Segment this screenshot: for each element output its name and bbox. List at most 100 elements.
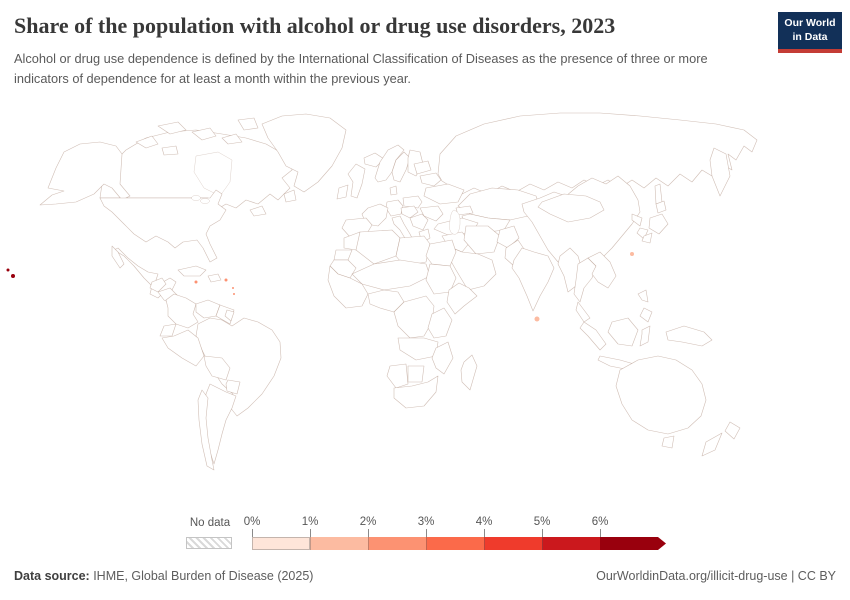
country-australia[interactable] — [615, 355, 707, 435]
owid-logo-line1: Our World — [784, 17, 836, 30]
country-canada-island[interactable] — [157, 121, 187, 135]
country-usa-hawaii[interactable] — [6, 268, 10, 272]
country-south-africa[interactable] — [393, 375, 439, 409]
country-mexico-baja[interactable] — [111, 245, 125, 269]
legend-bin-3-4%[interactable] — [426, 537, 484, 550]
legend-tick-label: 5% — [533, 516, 551, 528]
country-russia-kamchatka[interactable] — [709, 147, 731, 197]
country-greenland[interactable] — [261, 113, 347, 193]
country-balkans[interactable] — [409, 213, 429, 231]
country-namibia[interactable] — [386, 363, 409, 389]
country-india[interactable] — [511, 247, 555, 312]
legend-bin-6%+[interactable] — [600, 537, 666, 550]
legend-bin-0-1%[interactable] — [252, 537, 310, 550]
country-sulawesi[interactable] — [639, 325, 651, 347]
country-algeria[interactable] — [355, 229, 401, 265]
country-puerto-rico[interactable] — [224, 278, 228, 282]
country-west-africa[interactable] — [327, 265, 369, 309]
country-usa[interactable] — [99, 189, 227, 263]
legend-tick — [484, 529, 485, 537]
country-sri-lanka[interactable] — [534, 316, 540, 322]
country-libya[interactable] — [395, 235, 431, 267]
country-jamaica[interactable] — [194, 280, 198, 284]
no-data-swatch[interactable] — [186, 537, 232, 549]
country-guatemala[interactable] — [149, 277, 167, 293]
country-germany[interactable] — [385, 199, 404, 217]
owid-logo-line2: in Data — [792, 30, 828, 43]
country-canada-island[interactable] — [161, 145, 179, 156]
country-egypt[interactable] — [425, 239, 457, 267]
country-east-africa[interactable] — [427, 307, 453, 339]
country-united-kingdom[interactable] — [347, 163, 366, 199]
country-french-guiana[interactable] — [224, 309, 235, 322]
legend-tick — [600, 529, 601, 537]
country-paraguay[interactable] — [225, 379, 241, 395]
country-mozambique[interactable] — [431, 341, 454, 375]
country-usa-hawaii[interactable] — [11, 274, 15, 278]
country-new-guinea[interactable] — [665, 325, 713, 347]
country-canada-island[interactable] — [221, 133, 243, 145]
no-data-label: No data — [189, 517, 231, 529]
country-canada-island[interactable] — [191, 127, 217, 141]
country-sahel[interactable] — [351, 259, 431, 291]
country-angola-zambia[interactable] — [397, 337, 439, 361]
legend-bin-5-6%[interactable] — [542, 537, 600, 550]
country-philippines[interactable] — [637, 289, 649, 303]
country-russia-sakhalin[interactable] — [654, 183, 663, 205]
legend-tick — [368, 529, 369, 537]
country-canada-novascotia[interactable] — [249, 205, 267, 217]
country-philippines[interactable] — [639, 307, 653, 323]
country-sumatra[interactable] — [579, 321, 607, 351]
country-japan-honshu[interactable] — [648, 213, 669, 235]
country-mongolia[interactable] — [537, 193, 605, 223]
country-romania-bulgaria[interactable] — [419, 205, 444, 222]
legend-bin-1-2%[interactable] — [310, 537, 368, 550]
country-arabian-peninsula[interactable] — [447, 247, 497, 291]
country-norway[interactable] — [374, 144, 405, 183]
country-iran[interactable] — [463, 225, 501, 255]
country-colombia[interactable] — [165, 293, 199, 329]
country-belarus[interactable] — [419, 172, 442, 187]
country-cuba[interactable] — [177, 265, 207, 277]
country-canada-island[interactable] — [135, 135, 159, 149]
country-china[interactable] — [521, 175, 641, 267]
legend-tick — [542, 529, 543, 537]
owid-logo: Our World in Data — [778, 12, 842, 53]
country-madagascar[interactable] — [460, 354, 478, 391]
country-tasmania[interactable] — [661, 435, 675, 449]
country-borneo[interactable] — [607, 317, 639, 347]
country-new-zealand-north[interactable] — [724, 421, 741, 440]
country-botswana[interactable] — [407, 365, 425, 383]
country-horn-of-africa[interactable] — [446, 282, 478, 315]
country-baltics[interactable] — [413, 160, 432, 175]
country-malaysia[interactable] — [575, 301, 591, 323]
country-hispaniola[interactable] — [207, 273, 222, 283]
country-central-europe[interactable] — [400, 205, 419, 219]
page-subtitle: Alcohol or drug use dependence is define… — [14, 51, 708, 86]
country-japan-kyushu[interactable] — [641, 232, 653, 244]
country-western-sahara[interactable] — [333, 249, 353, 261]
legend-color-bar[interactable]: 0% 1% 2% 3% 4% 5% 6% — [244, 516, 666, 550]
country-north-korea[interactable] — [631, 213, 643, 227]
footer-link[interactable]: OurWorldinData.org/illicit-drug-use | CC… — [596, 569, 836, 583]
country-ukraine[interactable] — [423, 183, 465, 205]
country-ecuador[interactable] — [159, 323, 177, 337]
country-new-zealand-south[interactable] — [701, 432, 723, 457]
country-ireland[interactable] — [336, 184, 349, 200]
country-denmark[interactable] — [389, 185, 398, 196]
country-lesser-antilles[interactable] — [233, 293, 235, 295]
country-lesser-antilles[interactable] — [232, 287, 234, 289]
country-taiwan[interactable] — [630, 252, 634, 256]
country-canada-island[interactable] — [237, 117, 259, 131]
legend-bin-2-3%[interactable] — [368, 537, 426, 550]
country-indochina[interactable] — [587, 251, 617, 289]
legend-tick-label: 0% — [243, 516, 261, 528]
country-poland[interactable] — [402, 195, 423, 209]
country-canada-newfoundland[interactable] — [283, 189, 297, 203]
country-bolivia[interactable] — [203, 355, 231, 381]
country-japan-hokkaido[interactable] — [655, 200, 667, 214]
legend-tick-label: 3% — [417, 516, 435, 528]
legend-bin-4-5%[interactable] — [484, 537, 542, 550]
country-chile[interactable] — [197, 389, 215, 471]
footer-source: Data source: IHME, Global Burden of Dise… — [14, 569, 313, 583]
